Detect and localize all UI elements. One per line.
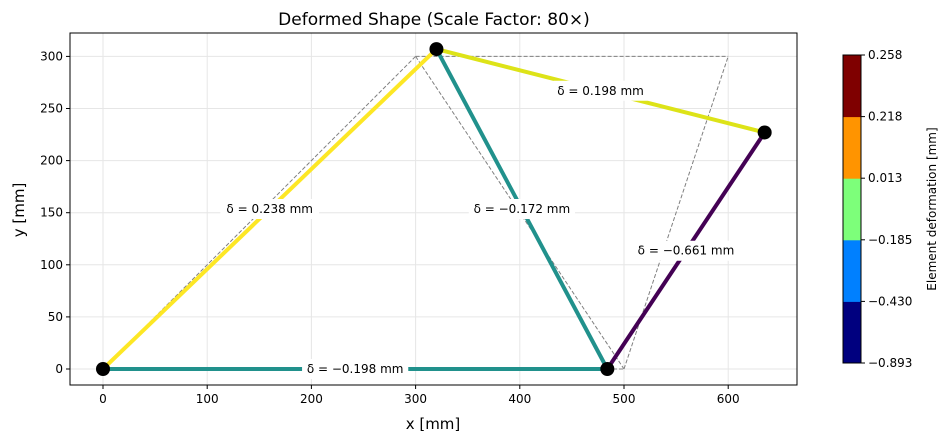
y-tick-label: 100 (40, 258, 63, 272)
y-tick-label: 150 (40, 206, 63, 220)
colorbar-tick-label: 0.013 (868, 171, 902, 185)
node (757, 125, 772, 140)
node (600, 362, 615, 376)
colorbar-band (843, 301, 861, 364)
colorbar-tick-label: −0.185 (868, 233, 912, 247)
x-tick-label: 400 (508, 392, 531, 406)
colorbar-tick-label: 0.218 (868, 110, 902, 124)
plot-frame (69, 32, 798, 386)
element-label: δ = −0.661 mm (638, 244, 735, 258)
element-label-box (302, 359, 409, 379)
x-axis-label: x [mm] (406, 415, 461, 433)
x-tick-label: 300 (404, 392, 427, 406)
chart-title: Deformed Shape (Scale Factor: 80×) (278, 10, 590, 30)
x-tick-label: 600 (717, 392, 740, 406)
element-label-box (551, 80, 650, 101)
y-tick-label: 200 (40, 154, 63, 168)
y-axis-label: y [mm] (10, 183, 28, 238)
colorbar-tick-label: −0.430 (868, 294, 912, 308)
colorbar-band (843, 116, 861, 179)
colorbar-tick-label: 0.258 (868, 48, 902, 62)
node (96, 362, 110, 376)
colorbar-frame (842, 54, 862, 364)
element-label-box (468, 199, 575, 220)
colorbar-band (843, 239, 861, 302)
x-tick-label: 200 (300, 392, 323, 406)
colorbar-label: Element deformation [mm] (925, 127, 939, 290)
x-tick-label: 500 (613, 392, 636, 406)
colorbar-band (843, 55, 861, 118)
element-label-box (220, 199, 320, 220)
x-tick-label: 100 (196, 392, 219, 406)
y-tick-label: 300 (40, 49, 63, 63)
element-label: δ = −0.172 mm (474, 202, 571, 216)
element-label: δ = 0.198 mm (557, 84, 644, 98)
element-label: δ = −0.198 mm (307, 362, 404, 376)
node (429, 42, 444, 57)
x-tick-label: 0 (99, 392, 107, 406)
y-tick-label: 50 (48, 310, 63, 324)
colorbar-tick-label: −0.893 (868, 356, 912, 370)
element-label: δ = 0.238 mm (226, 202, 313, 216)
element-label-box (632, 240, 740, 261)
y-tick-label: 250 (40, 102, 63, 116)
y-tick-label: 0 (55, 362, 63, 376)
colorbar-band (843, 178, 861, 241)
